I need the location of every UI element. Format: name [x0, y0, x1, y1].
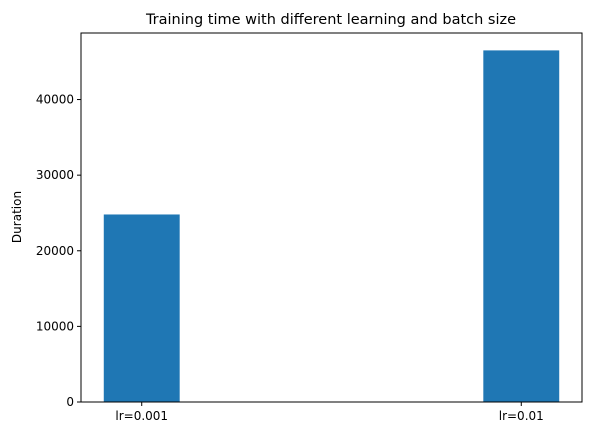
x-tick-label: lr=0.01 [499, 409, 544, 423]
bar-lr=0.001 [103, 214, 180, 402]
chart-title: Training time with different learning an… [145, 12, 516, 28]
x-tick-label: lr=0.001 [115, 409, 168, 423]
y-tick-label: 30000 [36, 168, 74, 182]
y-tick-label: 0 [66, 395, 74, 409]
y-axis: 0 10000 20000 30000 40000 [36, 93, 81, 409]
bar-lr=0.01 [483, 50, 560, 403]
bars-layer [103, 50, 560, 403]
plot-area-frame [80, 32, 583, 403]
y-axis-label: Duration [10, 191, 24, 243]
y-tick-label: 10000 [36, 319, 74, 333]
y-tick-label: 20000 [36, 244, 74, 258]
y-tick-label: 40000 [36, 93, 74, 107]
x-axis: lr=0.001 lr=0.01 [115, 402, 544, 423]
